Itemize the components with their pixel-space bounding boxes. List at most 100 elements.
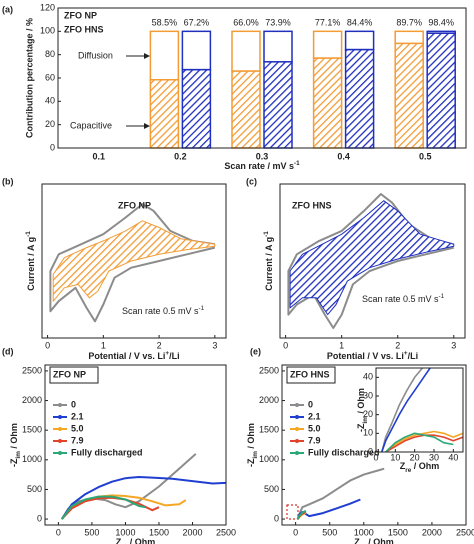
y-tick-label: 0 bbox=[368, 446, 373, 456]
series-line bbox=[385, 432, 454, 452]
legend-marker bbox=[58, 415, 62, 419]
legend-title: ZFO HNS bbox=[290, 369, 330, 379]
label-part: /Li bbox=[408, 351, 419, 361]
x-tick-label: 1500 bbox=[149, 527, 169, 537]
value-label: 84.4% bbox=[347, 18, 373, 28]
x-tick-label: 0.1 bbox=[93, 151, 106, 161]
legend-label: 7.9 bbox=[71, 435, 84, 445]
x-tick-label: 0.4 bbox=[337, 151, 350, 161]
x-tick-label: 500 bbox=[322, 527, 337, 537]
legend-marker bbox=[295, 439, 299, 443]
label-part: -1 bbox=[263, 231, 270, 237]
note: Scan rate 0.5 mV s-1 bbox=[122, 305, 205, 316]
curve-label: ZFO NP bbox=[118, 200, 151, 210]
label-part: im bbox=[252, 451, 259, 459]
bar-diffusion bbox=[181, 30, 212, 71]
x-axis-label: Potential / V vs. Li+/Li bbox=[88, 350, 179, 361]
series-line bbox=[287, 193, 455, 329]
annotation: Capacitive bbox=[70, 120, 112, 130]
x-tick-label: 3 bbox=[451, 340, 456, 350]
x-tick-label: 2000 bbox=[422, 527, 442, 537]
value-label: 58.5% bbox=[152, 18, 178, 28]
y-tick-label: 10 bbox=[363, 428, 373, 438]
label-part: re bbox=[405, 467, 411, 474]
legend-marker bbox=[295, 451, 299, 455]
x-axis-label: Potential / V vs. Li+/Li bbox=[327, 350, 418, 361]
x-axis-label: Zre / Ohm bbox=[400, 461, 439, 474]
x-tick-label: 20 bbox=[410, 452, 420, 462]
panel-label: (e) bbox=[250, 346, 261, 356]
cv-area bbox=[52, 220, 216, 302]
x-axis-label: Zre / Ohm bbox=[116, 537, 155, 544]
bar-capacitive bbox=[426, 32, 456, 149]
label-part: Potential / V vs. Li bbox=[327, 351, 404, 361]
y-tick-label: 2000 bbox=[22, 395, 42, 405]
arrow-head bbox=[144, 53, 150, 59]
x-tick-label: 0 bbox=[45, 340, 50, 350]
y-tick-label: 60 bbox=[45, 72, 55, 82]
y-axis-label: Current / A g-1 bbox=[25, 231, 36, 291]
label-part: + bbox=[165, 350, 169, 357]
label-part: / Ohm bbox=[411, 461, 439, 471]
legend-marker bbox=[58, 451, 62, 455]
y-tick-label: 30 bbox=[363, 390, 373, 400]
bar-diffusion bbox=[231, 30, 261, 72]
y-tick-label: 1000 bbox=[22, 454, 42, 464]
bar-diffusion bbox=[394, 30, 424, 45]
label-part: -1 bbox=[25, 231, 32, 237]
bar-capacitive bbox=[394, 42, 424, 149]
value-label: 66.0% bbox=[233, 18, 259, 28]
label-part: Current / A g bbox=[264, 237, 274, 291]
plot-area bbox=[49, 203, 216, 323]
y-tick-label: 20 bbox=[363, 409, 373, 419]
y-tick-label: 20 bbox=[45, 119, 55, 129]
series-line bbox=[60, 476, 226, 520]
x-tick-label: 2500 bbox=[456, 527, 474, 537]
label-part: Scan rate / mV s bbox=[224, 161, 294, 171]
x-tick-label: 0.5 bbox=[419, 151, 432, 161]
y-axis-label: Current / A g-1 bbox=[263, 231, 274, 291]
bar-diffusion bbox=[263, 30, 293, 63]
plot-area bbox=[287, 193, 455, 329]
series-line bbox=[49, 203, 216, 323]
bar-capacitive bbox=[263, 61, 293, 149]
cv-area bbox=[289, 200, 455, 316]
bar-capacitive bbox=[312, 57, 343, 149]
x-tick-label: 0 bbox=[373, 452, 378, 462]
x-tick-label: 30 bbox=[429, 452, 439, 462]
plot-frame bbox=[279, 183, 466, 339]
label-part: Potential / V vs. Li bbox=[88, 351, 165, 361]
y-tick-label: 500 bbox=[264, 484, 279, 494]
label-part: im bbox=[15, 451, 22, 459]
x-tick-label: 40 bbox=[448, 452, 458, 462]
bar-diffusion bbox=[312, 30, 343, 59]
x-tick-label: 1 bbox=[101, 340, 106, 350]
value-label: 67.2% bbox=[184, 18, 210, 28]
label-part: Z bbox=[400, 461, 406, 471]
panel-label: (b) bbox=[2, 176, 14, 186]
plot-area bbox=[60, 453, 226, 520]
label-part: -1 bbox=[294, 160, 300, 167]
panel-label: (a) bbox=[2, 4, 13, 14]
y-tick-label: 40 bbox=[45, 96, 55, 106]
series-line bbox=[60, 453, 197, 520]
y-axis-label: Contribution percentage / % bbox=[24, 18, 34, 138]
panel-label: (c) bbox=[246, 176, 257, 186]
series-line bbox=[381, 368, 424, 452]
y-tick-label: 0 bbox=[274, 513, 279, 523]
x-tick-label: 1 bbox=[339, 340, 344, 350]
plot-frame bbox=[375, 367, 464, 453]
value-label: 89.7% bbox=[396, 18, 422, 28]
y-tick-label: 40 bbox=[363, 372, 373, 382]
label-part: Z bbox=[116, 537, 122, 544]
legend-label: 7.9 bbox=[308, 435, 321, 445]
y-axis-label: -Zim / Ohm bbox=[246, 423, 259, 467]
label-part: Current / A g bbox=[26, 237, 36, 291]
label-part: / Ohm bbox=[246, 423, 256, 451]
legend-title-box bbox=[49, 366, 99, 384]
series-line bbox=[61, 495, 146, 520]
series-line bbox=[296, 467, 385, 520]
label-part: / Ohm bbox=[356, 388, 366, 416]
legend-label: 5.0 bbox=[71, 423, 84, 433]
